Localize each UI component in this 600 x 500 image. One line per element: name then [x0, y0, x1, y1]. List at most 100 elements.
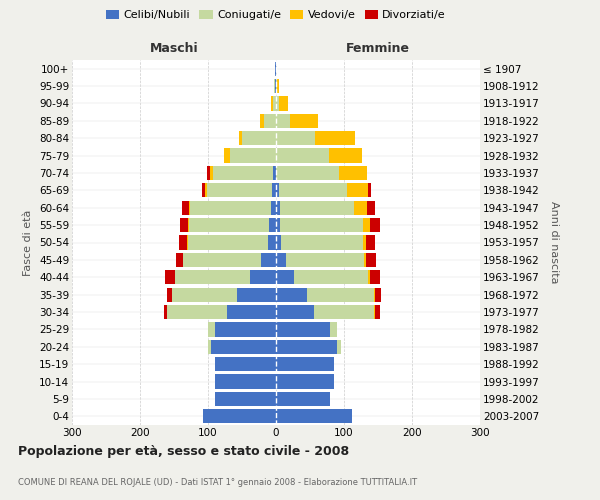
- Bar: [189, 218, 269, 232]
- Bar: [215, 357, 276, 372]
- Bar: [276, 236, 281, 250]
- Bar: [260, 114, 264, 128]
- Bar: [276, 288, 307, 302]
- Bar: [165, 270, 175, 284]
- Bar: [187, 236, 188, 250]
- Bar: [338, 166, 367, 180]
- Bar: [276, 374, 334, 388]
- Bar: [368, 270, 370, 284]
- Bar: [274, 79, 275, 93]
- Bar: [276, 392, 331, 406]
- Bar: [366, 253, 376, 267]
- Bar: [208, 183, 272, 198]
- Bar: [203, 409, 276, 424]
- Bar: [227, 305, 276, 319]
- Bar: [337, 340, 341, 354]
- Bar: [374, 288, 382, 302]
- Bar: [214, 166, 273, 180]
- Bar: [215, 392, 276, 406]
- Bar: [172, 288, 236, 302]
- Bar: [271, 96, 272, 110]
- Bar: [363, 218, 370, 232]
- Bar: [211, 340, 276, 354]
- Bar: [279, 183, 347, 198]
- Bar: [276, 253, 286, 267]
- Text: Maschi: Maschi: [149, 42, 199, 55]
- Bar: [167, 305, 227, 319]
- Bar: [276, 79, 277, 93]
- Bar: [190, 200, 271, 215]
- Bar: [275, 79, 276, 93]
- Bar: [268, 236, 276, 250]
- Legend: Celibi/Nubili, Coniugati/e, Vedovi/e, Divorziati/e: Celibi/Nubili, Coniugati/e, Vedovi/e, Di…: [101, 6, 451, 25]
- Bar: [367, 200, 375, 215]
- Text: Femmine: Femmine: [346, 42, 410, 55]
- Bar: [374, 305, 380, 319]
- Bar: [206, 166, 210, 180]
- Bar: [242, 131, 276, 146]
- Bar: [353, 200, 367, 215]
- Bar: [370, 270, 380, 284]
- Bar: [276, 218, 280, 232]
- Bar: [276, 200, 280, 215]
- Bar: [202, 183, 205, 198]
- Bar: [167, 288, 172, 302]
- Bar: [176, 253, 183, 267]
- Bar: [272, 183, 276, 198]
- Bar: [281, 236, 363, 250]
- Bar: [276, 131, 316, 146]
- Bar: [276, 183, 279, 198]
- Bar: [273, 166, 276, 180]
- Bar: [230, 148, 276, 162]
- Bar: [208, 322, 215, 336]
- Bar: [188, 236, 268, 250]
- Bar: [276, 357, 334, 372]
- Text: COMUNE DI REANA DEL ROJALE (UD) - Dati ISTAT 1° gennaio 2008 - Elaborazione TUTT: COMUNE DI REANA DEL ROJALE (UD) - Dati I…: [18, 478, 417, 487]
- Bar: [329, 148, 362, 162]
- Bar: [264, 114, 276, 128]
- Bar: [276, 166, 338, 180]
- Bar: [367, 236, 374, 250]
- Bar: [224, 148, 230, 162]
- Bar: [175, 270, 250, 284]
- Bar: [276, 96, 280, 110]
- Bar: [280, 218, 363, 232]
- Bar: [370, 218, 380, 232]
- Text: Popolazione per età, sesso e stato civile - 2008: Popolazione per età, sesso e stato civil…: [18, 445, 349, 458]
- Bar: [189, 200, 190, 215]
- Bar: [280, 200, 353, 215]
- Bar: [269, 218, 276, 232]
- Bar: [272, 96, 276, 110]
- Bar: [316, 131, 355, 146]
- Bar: [183, 253, 261, 267]
- Bar: [276, 270, 293, 284]
- Bar: [179, 236, 187, 250]
- Bar: [180, 218, 188, 232]
- Bar: [271, 200, 276, 215]
- Bar: [363, 236, 367, 250]
- Bar: [261, 253, 276, 267]
- Bar: [293, 270, 368, 284]
- Bar: [275, 62, 276, 76]
- Bar: [205, 183, 208, 198]
- Bar: [290, 114, 318, 128]
- Bar: [276, 322, 331, 336]
- Bar: [314, 305, 374, 319]
- Bar: [210, 166, 214, 180]
- Bar: [215, 374, 276, 388]
- Bar: [276, 340, 337, 354]
- Bar: [188, 218, 189, 232]
- Bar: [182, 200, 189, 215]
- Bar: [368, 183, 371, 198]
- Bar: [347, 183, 368, 198]
- Bar: [236, 288, 276, 302]
- Bar: [307, 288, 374, 302]
- Bar: [276, 148, 329, 162]
- Bar: [239, 131, 242, 146]
- Bar: [364, 253, 366, 267]
- Bar: [331, 322, 337, 336]
- Bar: [208, 340, 211, 354]
- Bar: [276, 305, 314, 319]
- Y-axis label: Fasce di età: Fasce di età: [23, 210, 34, 276]
- Bar: [250, 270, 276, 284]
